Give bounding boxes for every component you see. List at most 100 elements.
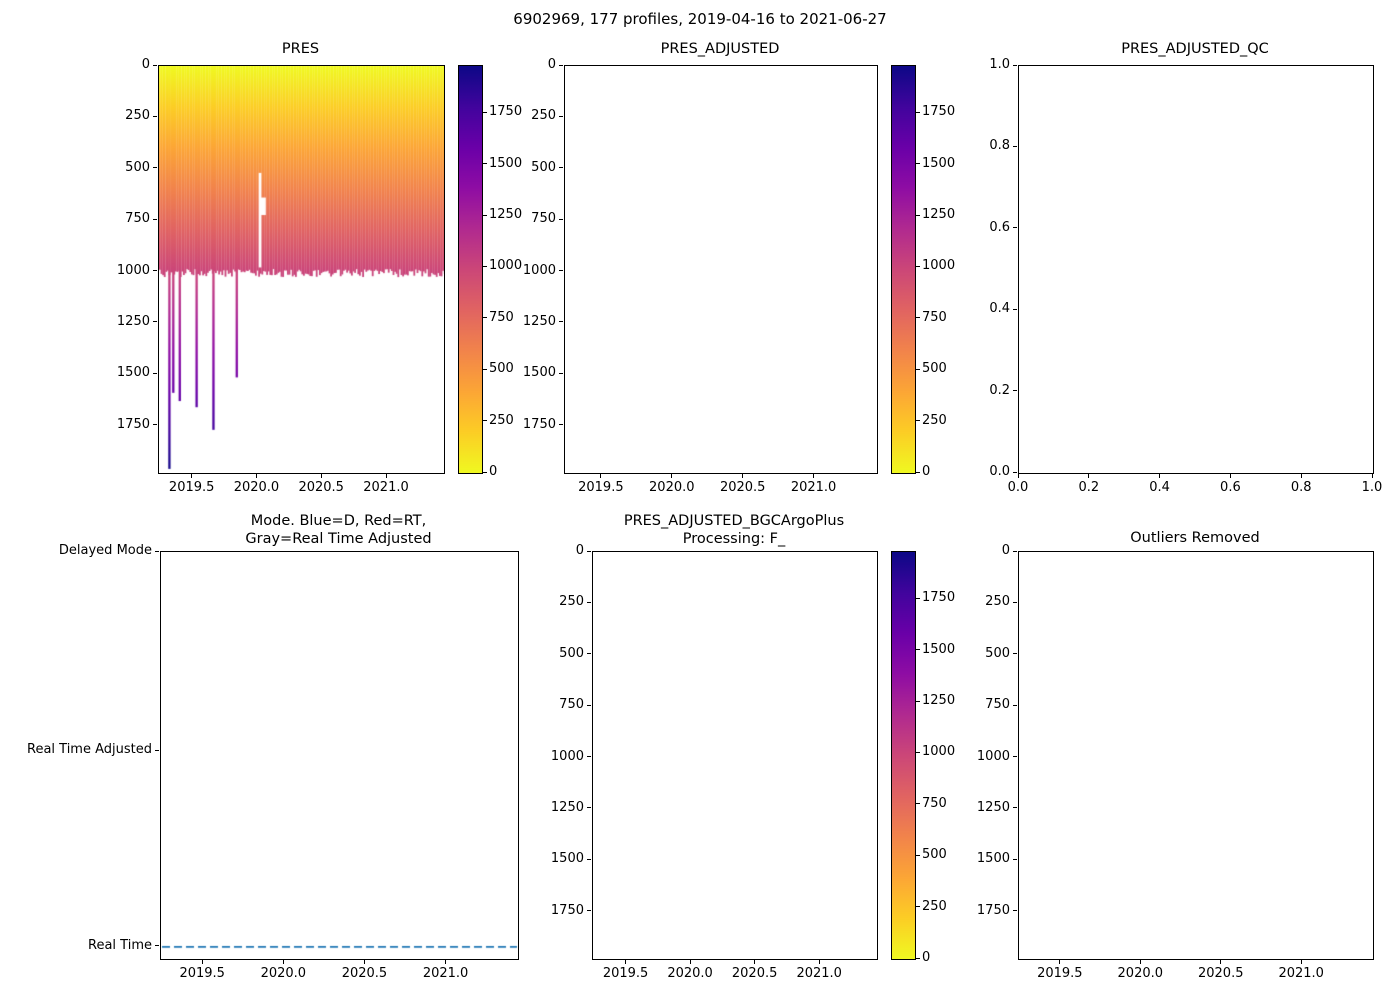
- colorbar-tick-label: 1000: [922, 744, 956, 760]
- y-tick-mark: [153, 64, 157, 66]
- colorbar-tick-label: 1000: [489, 258, 523, 274]
- y-tick-label: 0.2: [989, 382, 1010, 398]
- colorbar-tick-mark: [916, 906, 920, 908]
- y-tick-label: 0.0: [989, 464, 1010, 479]
- subplot-pres-adjusted-bgc-title-line1: PRES_ADJUSTED_BGCArgoPlus: [623, 513, 845, 529]
- y-tick-mark: [587, 550, 591, 552]
- y-tick-label: 1750: [522, 416, 556, 432]
- y-tick-mark: [587, 807, 591, 809]
- y-tick-mark: [587, 756, 591, 758]
- colorbar-tick-label: 1750: [489, 104, 523, 120]
- colorbar-tick-mark: [483, 317, 487, 319]
- colorbar-tick-label: 500: [489, 361, 514, 377]
- subplot-pres-title: PRES: [281, 41, 320, 57]
- x-tick-label: 2020.5: [731, 966, 778, 981]
- x-tick-label: 0.6: [1220, 480, 1241, 495]
- colorbar-tick-mark: [916, 368, 920, 370]
- colorbar-tick-label: 250: [922, 412, 947, 428]
- colorbar-tick-mark: [483, 420, 487, 422]
- colorbar-tick-mark: [916, 420, 920, 422]
- pres-adjusted-colorbar: [891, 65, 916, 474]
- y-tick-mark: [155, 550, 159, 552]
- pres-heatmap-canvas: [159, 66, 444, 473]
- colorbar-tick-label: 1500: [922, 155, 956, 171]
- y-tick-mark: [1013, 550, 1017, 552]
- colorbar-tick-label: 1250: [489, 207, 523, 223]
- colorbar-tick-mark: [916, 317, 920, 319]
- y-tick-mark: [1013, 910, 1017, 912]
- y-tick-label: 0.8: [989, 138, 1010, 154]
- x-tick-mark: [1300, 960, 1302, 964]
- y-tick-mark: [559, 424, 563, 426]
- x-tick-mark: [818, 960, 820, 964]
- subplot-pres-plot-area: [158, 65, 445, 474]
- x-tick-mark: [191, 474, 193, 478]
- y-tick-mark: [559, 321, 563, 323]
- colorbar-tick-label: 1500: [489, 155, 523, 171]
- x-tick-mark: [1139, 960, 1141, 964]
- y-tick-label: 0.4: [989, 301, 1010, 317]
- x-tick-label: 0.8: [1290, 480, 1312, 495]
- y-tick-label: 1000: [976, 748, 1010, 764]
- x-tick-label: 2020.0: [649, 480, 695, 495]
- colorbar-tick-label: 0: [922, 464, 931, 479]
- y-tick-label: 750: [125, 211, 150, 227]
- x-tick-label: 2021.0: [363, 480, 409, 495]
- x-tick-mark: [1229, 474, 1231, 478]
- y-tick-mark: [153, 321, 157, 323]
- x-tick-label: 2020.5: [1197, 966, 1244, 981]
- y-tick-label: 250: [985, 594, 1010, 610]
- y-tick-label: 500: [985, 645, 1010, 661]
- x-tick-label: 0.0: [1007, 480, 1029, 495]
- y-tick-mark: [559, 64, 563, 66]
- pres-colorbar: [458, 65, 483, 474]
- y-tick-mark: [153, 270, 157, 272]
- colorbar-tick-mark: [916, 471, 920, 473]
- y-tick-label: 0: [575, 543, 584, 558]
- y-tick-mark: [559, 218, 563, 220]
- y-tick-label: 0.6: [989, 219, 1010, 235]
- y-tick-mark: [153, 167, 157, 169]
- y-tick-label: Delayed Mode: [58, 543, 152, 558]
- y-tick-mark: [1013, 390, 1017, 392]
- x-tick-label: 1.0: [1361, 480, 1383, 495]
- colorbar-tick-label: 500: [922, 361, 947, 377]
- subplot-pres-adjusted-title: PRES_ADJUSTED: [660, 41, 780, 57]
- subplot-mode-title-line2: Gray=Real Time Adjusted: [245, 530, 432, 547]
- colorbar-tick-mark: [483, 368, 487, 370]
- x-tick-mark: [445, 960, 447, 964]
- y-tick-label: 1750: [550, 902, 584, 918]
- colorbar-tick-label: 1750: [922, 104, 956, 120]
- subplot-outliers-removed-title: Outliers Removed: [1130, 530, 1260, 546]
- y-tick-mark: [1013, 653, 1017, 655]
- x-tick-label: 2019.5: [179, 966, 225, 981]
- subplot-mode-title: Mode. Blue=D, Red=RT, Gray=Real Time Adj…: [160, 513, 517, 548]
- x-tick-label: 2020.0: [260, 966, 307, 981]
- y-tick-label: 1250: [550, 799, 584, 815]
- colorbar-tick-label: 1000: [922, 258, 956, 274]
- y-tick-mark: [1013, 704, 1017, 706]
- x-tick-mark: [600, 474, 602, 478]
- y-tick-label: 750: [559, 697, 584, 713]
- y-tick-label: 1500: [116, 365, 150, 381]
- y-tick-mark: [155, 749, 159, 751]
- x-tick-mark: [1371, 474, 1373, 478]
- colorbar-tick-label: 250: [922, 898, 947, 914]
- y-tick-mark: [559, 115, 563, 117]
- colorbar-tick-mark: [483, 163, 487, 165]
- x-tick-mark: [385, 474, 387, 478]
- x-tick-mark: [282, 960, 284, 964]
- colorbar-tick-mark: [916, 803, 920, 805]
- y-tick-mark: [1013, 756, 1017, 758]
- x-tick-mark: [689, 960, 691, 964]
- colorbar-tick-label: 750: [489, 309, 514, 325]
- x-tick-label: 2019.5: [168, 480, 215, 495]
- y-tick-mark: [587, 910, 591, 912]
- colorbar-tick-mark: [483, 471, 487, 473]
- y-tick-mark: [1013, 807, 1017, 809]
- x-tick-label: 2019.5: [578, 480, 624, 495]
- y-tick-label: 1000: [116, 262, 150, 278]
- y-tick-mark: [1013, 858, 1017, 860]
- subplot-pres-adjusted-bgc-plot-area: [592, 551, 878, 960]
- y-tick-mark: [1013, 471, 1017, 473]
